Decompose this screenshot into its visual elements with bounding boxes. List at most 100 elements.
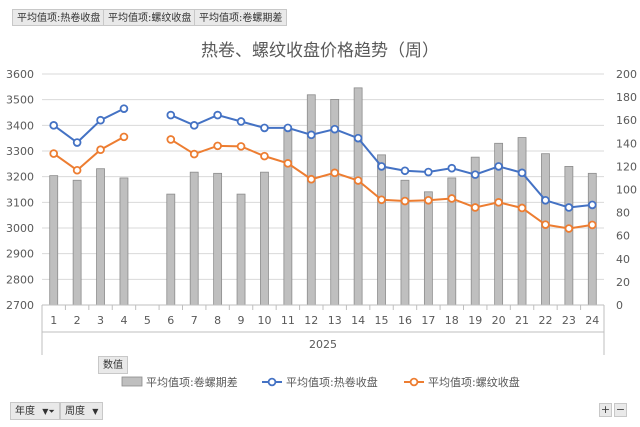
axis-field-week-label: 周度	[65, 406, 85, 417]
y-left-tick-label: 2800	[6, 273, 34, 286]
bar	[306, 94, 316, 306]
x-tick-label: 9	[238, 314, 245, 327]
bar	[541, 153, 550, 306]
x-tick-label: 18	[445, 314, 459, 327]
data-point	[236, 142, 246, 151]
y-right-tick-label: 120	[616, 160, 637, 173]
bar	[564, 165, 574, 306]
data-point	[447, 163, 457, 173]
data-point	[564, 224, 574, 233]
bar	[587, 172, 597, 306]
x-group-label: 2025	[309, 338, 337, 351]
data-point	[517, 203, 527, 213]
bar	[260, 171, 269, 306]
axes: 2700280029003000310032003300340035003600…	[6, 68, 637, 355]
data-point	[494, 198, 503, 207]
data-point	[330, 168, 340, 178]
data-point	[564, 203, 574, 212]
y-left-tick-label: 3000	[6, 222, 34, 235]
x-tick-label: 5	[144, 314, 151, 327]
y-right-tick-label: 140	[616, 137, 637, 150]
data-point	[306, 174, 316, 184]
bar-series	[49, 87, 597, 306]
data-point	[72, 165, 82, 175]
data-point	[447, 194, 457, 203]
legend: 平均值项:卷螺期差 平均值项:热卷收盘 平均值项:螺纹收盘	[121, 375, 520, 389]
bar	[353, 87, 363, 306]
x-tick-label: 14	[351, 314, 365, 327]
data-point	[72, 138, 82, 147]
data-point	[587, 200, 597, 210]
data-point	[260, 151, 269, 161]
x-tick-label: 1	[50, 314, 57, 327]
legend-marker	[409, 377, 419, 387]
bar	[283, 129, 293, 306]
y-right-tick-label: 80	[616, 207, 630, 220]
chart-title: 热卷、螺纹收盘价格趋势（周）	[201, 41, 439, 61]
data-point	[494, 162, 503, 171]
bar	[377, 154, 386, 306]
data-point	[119, 104, 129, 113]
data-point	[49, 149, 59, 158]
x-tick-label: 15	[375, 314, 389, 327]
data-point	[587, 220, 597, 230]
y-right-tick-label: 200	[616, 68, 637, 81]
data-point	[377, 195, 386, 205]
data-point	[213, 110, 222, 120]
x-tick-label: 6	[167, 314, 174, 327]
x-tick-label: 4	[120, 314, 127, 327]
x-tick-label: 16	[398, 314, 412, 327]
axis-field-year-label: 年度	[15, 406, 35, 417]
zoom-out-button[interactable]: −	[614, 403, 627, 417]
data-point	[283, 159, 293, 168]
bar	[189, 171, 199, 306]
x-tick-label: 13	[328, 314, 342, 327]
bar	[423, 191, 433, 306]
y-left-tick-label: 3300	[6, 145, 34, 158]
data-point	[260, 123, 269, 133]
y-right-tick-label: 60	[616, 230, 630, 243]
y-right-tick-label: 20	[616, 276, 630, 289]
y-right-tick-label: 100	[616, 184, 637, 197]
bar	[517, 137, 527, 306]
x-tick-label: 23	[562, 314, 576, 327]
x-tick-label: 22	[538, 314, 552, 327]
data-point	[213, 141, 222, 151]
data-point	[330, 124, 340, 134]
legend-swatch	[121, 376, 143, 387]
filter-dropdown-icon[interactable]: ▼⏷	[42, 407, 55, 416]
data-point	[189, 121, 199, 130]
y-right-tick-label: 0	[616, 299, 623, 312]
y-left-tick-label: 2900	[6, 248, 34, 261]
values-field-button[interactable]: 数值	[98, 356, 128, 374]
data-point	[49, 121, 59, 130]
y-left-tick-label: 3100	[6, 196, 34, 209]
axis-field-year[interactable]: 年度 ▼⏷	[10, 402, 60, 420]
axis-field-week[interactable]: 周度 ▼	[60, 402, 104, 420]
bar	[470, 156, 480, 306]
bar	[213, 172, 223, 306]
y-right-tick-label: 160	[616, 114, 637, 127]
pivot-filter-spread[interactable]: 平均值项:卷螺期差	[194, 9, 288, 26]
series-line	[53, 107, 125, 144]
data-point	[353, 176, 363, 185]
y-left-tick-label: 2700	[6, 299, 34, 312]
x-tick-label: 8	[214, 314, 221, 327]
data-point	[424, 167, 433, 177]
data-point	[283, 123, 293, 133]
data-point	[189, 149, 199, 159]
bar	[72, 179, 82, 306]
dropdown-icon[interactable]: ▼	[92, 407, 99, 416]
data-point	[517, 168, 527, 178]
x-tick-label: 21	[515, 314, 529, 327]
legend-label: 平均值项:螺纹收盘	[428, 375, 520, 389]
data-point	[236, 117, 246, 126]
data-point	[424, 195, 433, 205]
x-tick-label: 7	[191, 314, 198, 327]
data-point	[96, 115, 105, 125]
series-line	[53, 136, 125, 172]
x-tick-label: 12	[304, 314, 318, 327]
y-right-tick-label: 180	[616, 91, 637, 104]
zoom-in-button[interactable]: +	[599, 403, 612, 417]
